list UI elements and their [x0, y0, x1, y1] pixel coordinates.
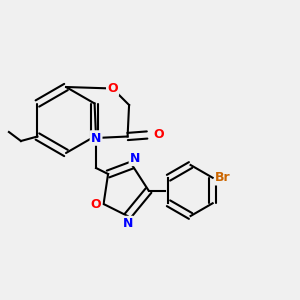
Text: Br: Br	[215, 171, 231, 184]
Text: N: N	[130, 152, 140, 165]
Text: O: O	[154, 128, 164, 142]
Text: N: N	[122, 217, 133, 230]
Text: O: O	[91, 197, 101, 211]
Text: N: N	[91, 131, 101, 145]
Text: O: O	[107, 82, 118, 95]
